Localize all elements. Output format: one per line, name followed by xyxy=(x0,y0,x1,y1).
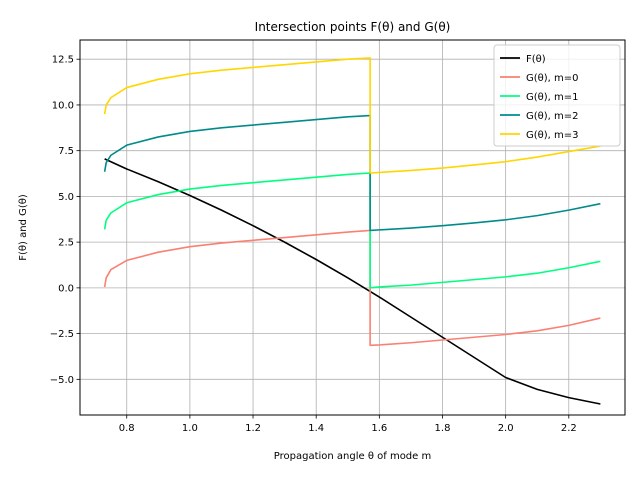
series-line-1 xyxy=(103,229,601,347)
y-tick-label: 0.0 xyxy=(58,283,74,294)
legend: F(θ) G(θ), m=0 G(θ), m=1 G(θ), m=2 G(θ), m=3 xyxy=(493,44,621,147)
y-axis-title: F(θ) and G(θ) xyxy=(18,194,29,261)
y-tick-label: −2.5 xyxy=(50,329,74,340)
plot-lines xyxy=(103,57,601,405)
x-tick-label: 2.2 xyxy=(561,423,577,434)
x-tick-label: 2.0 xyxy=(498,423,514,434)
legend-label: F(θ) xyxy=(526,54,546,65)
x-axis-title: Propagation angle θ of mode m xyxy=(274,451,431,462)
legend-label: G(θ), m=2 xyxy=(526,111,579,122)
series-line-4 xyxy=(103,57,601,174)
x-tick-label: 1.2 xyxy=(245,423,261,434)
y-tick-label: 2.5 xyxy=(58,238,74,249)
y-tick-label: −5.0 xyxy=(50,375,74,386)
chart-title: Intersection points F(θ) and G(θ) xyxy=(255,20,451,34)
legend-box xyxy=(493,44,621,147)
ticks: 0.8 1.0 1.2 1.4 1.6 1.8 2.0 2.2 −5.0 −2.5 0.0 2.5 5.… xyxy=(50,55,577,434)
y-tick-label: 7.5 xyxy=(58,146,74,157)
y-tick-label: 5.0 xyxy=(58,192,74,203)
series-line-3 xyxy=(103,114,601,232)
legend-label: G(θ), m=0 xyxy=(526,73,579,84)
series-line-2 xyxy=(103,172,601,289)
legend-label: G(θ), m=1 xyxy=(526,92,579,103)
x-tick-label: 0.8 xyxy=(119,423,135,434)
x-tick-label: 1.8 xyxy=(435,423,451,434)
y-tick-label: 10.0 xyxy=(52,100,74,111)
y-tick-label: 12.5 xyxy=(52,55,74,66)
x-tick-label: 1.4 xyxy=(308,423,324,434)
plot-frame xyxy=(79,39,626,416)
x-tick-label: 1.0 xyxy=(182,423,198,434)
x-tick-label: 1.6 xyxy=(371,423,387,434)
legend-label: G(θ), m=3 xyxy=(526,130,579,141)
